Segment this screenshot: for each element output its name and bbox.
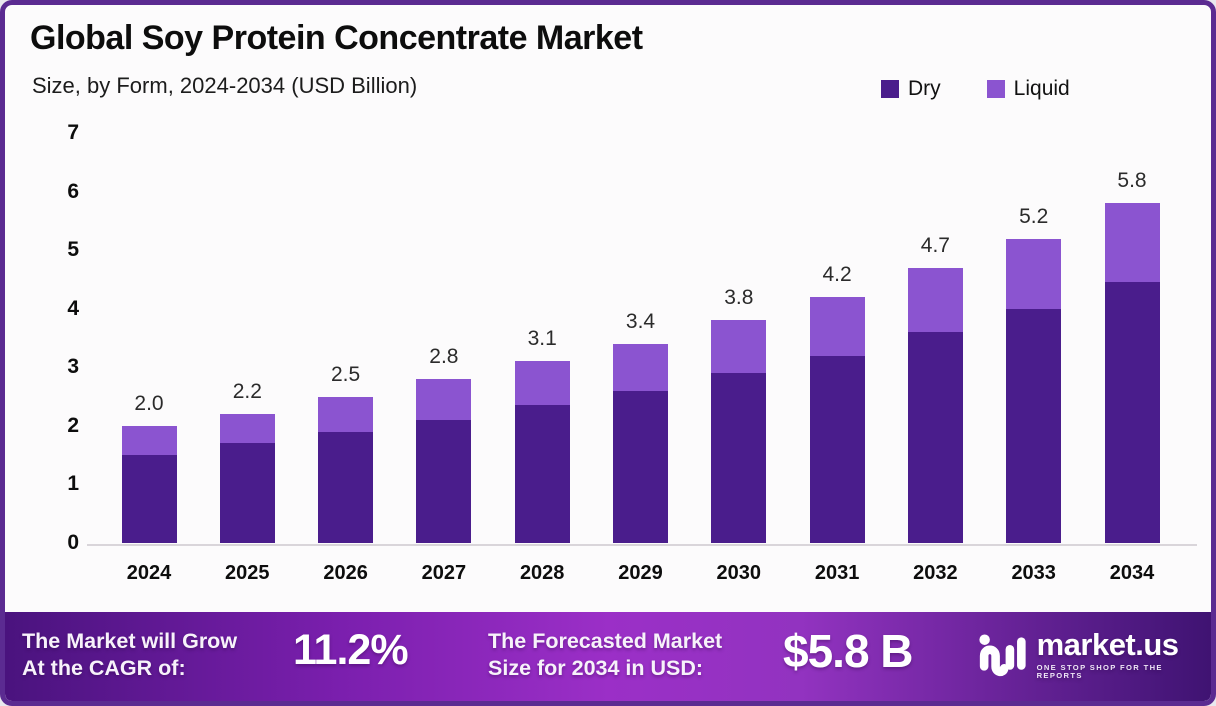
bar-segment-dry-2026	[318, 432, 374, 543]
forecast-label-line1: The Forecasted Market	[488, 629, 723, 653]
y-axis-tick: 3	[67, 355, 79, 379]
bar-segment-liquid-2034	[1104, 203, 1160, 282]
legend-item-liquid: Liquid	[986, 77, 1070, 101]
bar-segment-liquid-2030	[711, 320, 767, 373]
bar-segment-dry-2027	[416, 420, 472, 543]
x-axis-label-2030: 2030	[716, 562, 762, 584]
legend-label-liquid: Liquid	[1013, 77, 1070, 100]
total-value-label-2033: 5.2	[1019, 205, 1049, 228]
total-value-label-2034: 5.8	[1117, 169, 1147, 192]
y-axis-tick: 2	[67, 413, 79, 437]
x-axis-label-2032: 2032	[913, 562, 958, 584]
legend-item-dry: Dry	[881, 77, 941, 101]
x-axis-label-2034: 2034	[1109, 562, 1155, 584]
x-axis-label-2024: 2024	[126, 562, 172, 584]
bar-segment-dry-2029	[613, 391, 668, 543]
marketus-logo-icon	[979, 634, 1026, 677]
total-value-label-2029: 3.4	[625, 310, 656, 333]
x-axis-label-2031: 2031	[814, 562, 860, 584]
marketus-logo: market.us ONE STOP SHOP FOR THE REPORTS	[977, 626, 1211, 682]
forecast-label: The Forecasted Market Size for 2034 in U…	[488, 628, 722, 682]
page-subtitle: Size, by Form, 2024-2034 (USD Billion)	[32, 73, 418, 98]
cagr-label-line1: The Market will Grow	[22, 629, 238, 653]
y-axis-tick: 1	[67, 472, 79, 496]
total-value-label-2032: 4.7	[920, 234, 950, 257]
x-axis-label-2026: 2026	[323, 562, 368, 584]
x-axis-line	[87, 544, 1197, 546]
x-axis-label-2029: 2029	[618, 562, 663, 584]
x-axis-label-2033: 2033	[1011, 562, 1056, 584]
bar-segment-liquid-2026	[318, 397, 374, 432]
bar-segment-dry-2033	[1006, 309, 1062, 543]
y-axis-tick: 4	[67, 296, 79, 320]
page-title: Global Soy Protein Concentrate Market	[30, 19, 643, 57]
x-axis-label-2028: 2028	[519, 562, 565, 584]
bar-segment-dry-2025	[219, 443, 275, 543]
total-value-label-2030: 3.8	[724, 286, 754, 309]
y-axis-tick: 0	[67, 531, 79, 554]
logo-text: market.us	[1036, 626, 1179, 662]
footer-banner: The Market will Grow At the CAGR of: 11.…	[5, 612, 1211, 701]
y-axis-tick: 5	[67, 238, 79, 262]
cagr-label: The Market will Grow At the CAGR of:	[22, 628, 237, 682]
x-axis-label-2027: 2027	[421, 562, 467, 584]
chart-legend: Dry Liquid	[881, 77, 1070, 101]
total-value-label-2026: 2.5	[330, 363, 361, 386]
total-value-label-2024: 2.0	[134, 392, 164, 415]
bar-segment-liquid-2025	[219, 414, 275, 443]
stacked-bar-chart: 0 1 2 3 4 5 6 7 2.0 2024 2.2 2025 2.5 2026 2.8 2027 3.1 2…	[5, 5, 1211, 701]
bar-segment-dry-2032	[907, 332, 963, 543]
bar-segment-liquid-2029	[613, 344, 668, 391]
x-axis-label-2025: 2025	[225, 562, 270, 584]
bar-segment-dry-2028	[514, 405, 570, 543]
bar-segment-liquid-2028	[514, 361, 570, 405]
bar-segment-dry-2030	[711, 373, 767, 543]
total-value-label-2025: 2.2	[232, 380, 262, 403]
total-value-label-2028: 3.1	[527, 327, 557, 350]
bar-segment-dry-2031	[809, 356, 865, 543]
dry-swatch-icon	[881, 80, 899, 98]
legend-label-dry: Dry	[908, 77, 941, 100]
bar-segment-liquid-2027	[416, 379, 472, 420]
bar-segment-liquid-2033	[1006, 239, 1062, 309]
bar-segment-liquid-2024	[121, 426, 177, 455]
cagr-value: 11.2%	[293, 626, 409, 674]
total-value-label-2031: 4.2	[822, 263, 852, 286]
bar-segment-liquid-2032	[907, 268, 963, 332]
bar-segment-dry-2024	[121, 455, 177, 543]
logo-tagline: ONE STOP SHOP FOR THE REPORTS	[1036, 662, 1163, 680]
liquid-swatch-icon	[986, 80, 1005, 98]
y-axis-tick: 7	[67, 121, 79, 144]
forecast-label-line2: Size for 2034 in USD:	[488, 656, 704, 680]
cagr-label-line2: At the CAGR of:	[22, 656, 186, 680]
forecast-value: $5.8 B	[783, 625, 914, 677]
y-axis-tick: 6	[67, 179, 79, 203]
bar-segment-liquid-2031	[809, 297, 865, 356]
total-value-label-2027: 2.8	[429, 345, 459, 368]
bar-segment-dry-2034	[1104, 282, 1160, 543]
